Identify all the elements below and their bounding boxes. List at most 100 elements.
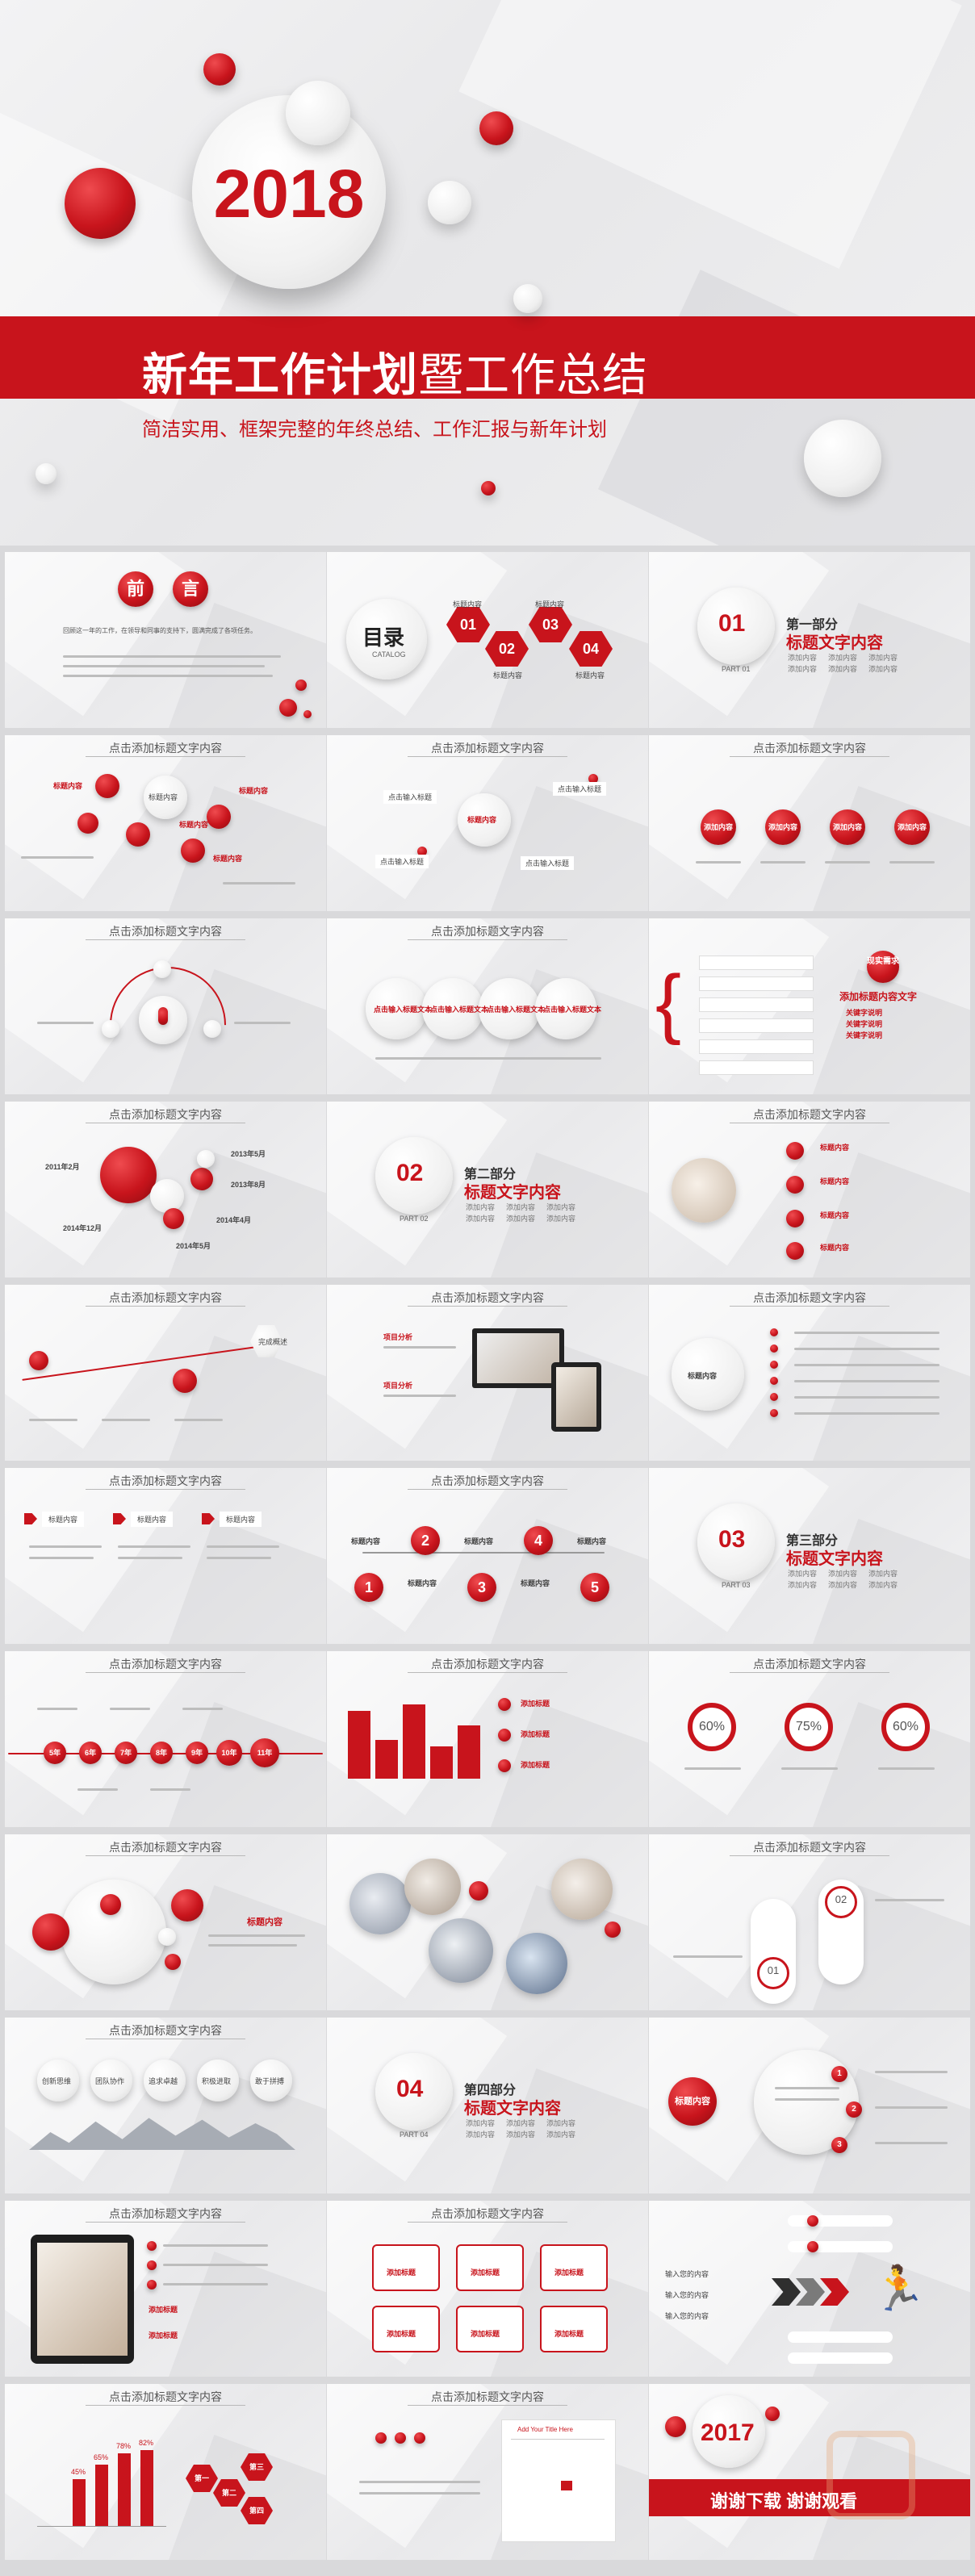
date-label: 2014年12月: [63, 1224, 103, 1232]
slide-part-01[interactable]: 01 PART 01 第一部分 标题文字内容 添加内容 添加内容 添加内容 添加…: [649, 552, 970, 728]
part-label: 第四部分: [464, 2084, 517, 2097]
slide-orbit[interactable]: 点击添加标题文字内容 标题内容: [5, 1834, 326, 2010]
value-disc: [197, 2060, 239, 2101]
step-number: 1: [354, 1573, 383, 1602]
node: [207, 805, 231, 829]
item-disc: [479, 978, 540, 1039]
thanks-year: 2017: [701, 2419, 755, 2446]
node-label: 标题内容: [53, 782, 83, 790]
slide-part-03[interactable]: 03 PART 03 第三部分 标题文字内容 添加内容 添加内容 添加内容 添加…: [649, 1468, 970, 1644]
date-label: 2013年5月: [231, 1150, 266, 1158]
slide-rocket[interactable]: 点击添加标题文字内容 完成概述: [5, 1285, 326, 1461]
text-line: [875, 2071, 948, 2073]
slide-title: 点击添加标题文字内容: [109, 1474, 222, 1487]
dot: [807, 2241, 818, 2252]
item-disc: [535, 978, 596, 1039]
slide-four-circles[interactable]: 点击添加标题文字内容 添加内容 添加内容 添加内容 添加内容: [649, 735, 970, 911]
part-bullet: 添加内容: [788, 1570, 818, 1578]
center-label: 标题内容: [688, 1372, 718, 1380]
slide-bar-blocks[interactable]: 点击添加标题文字内容 添加标题 添加标题 添加标题: [327, 1651, 648, 1827]
slide-catalog[interactable]: 目录 CATALOG 01 02 03 04 标题内容 标题内容 标题内容 标题…: [327, 552, 648, 728]
slide-title: 点击添加标题文字内容: [109, 2390, 222, 2403]
text-line: [794, 1348, 939, 1350]
value-disc: [90, 2060, 132, 2101]
slide-year-track[interactable]: 点击添加标题文字内容 5年 6年 7年 8年 9年 10年 11年: [5, 1651, 326, 1827]
need-row: [699, 976, 814, 991]
part-bullet: 添加内容: [828, 1570, 858, 1578]
title-underline: [86, 1489, 245, 1490]
percent-ring: 60%: [881, 1703, 930, 1751]
text-line: [223, 882, 295, 884]
item-circle: 添加内容: [701, 809, 736, 845]
slide-preface[interactable]: 前 言 回顾这一年的工作，在领导和同事的支持下，圆满完成了各项任务。: [5, 552, 326, 728]
calendar-highlight: [561, 2481, 572, 2490]
part-bullet: 添加内容: [868, 665, 898, 673]
step-bar: [788, 2241, 893, 2252]
thanks-band: [649, 2479, 970, 2516]
slide-four-white[interactable]: 点击添加标题文字内容 点击输入标题文本 点击输入标题文本 点击输入标题文本 点击…: [327, 918, 648, 1094]
slide-bullet-list[interactable]: 点击添加标题文字内容 标题内容: [649, 1285, 970, 1461]
slide-title: 点击添加标题文字内容: [109, 2024, 222, 2037]
text-line: [825, 861, 870, 864]
hub-label: 标题内容: [149, 793, 178, 801]
part-title: 标题文字内容: [464, 2100, 561, 2118]
chart-axis: [37, 2526, 166, 2527]
slide-thanks[interactable]: 2017 谢谢下载 谢谢观看: [649, 2384, 970, 2560]
value-disc: [250, 2060, 292, 2101]
tag-label: 标题内容: [220, 1512, 262, 1527]
text-line: [63, 675, 273, 677]
slide-capsules[interactable]: 点击添加标题文字内容 01 02: [649, 1834, 970, 2010]
slide-hub-red[interactable]: 点击添加标题文字内容 标题内容 标题内容 标题内容 标题内容 标题内容: [5, 735, 326, 911]
need-row: [699, 956, 814, 970]
slide-six-boxes[interactable]: 点击添加标题文字内容 添加标题 添加标题 添加标题 添加标题 添加标题 添加标题: [327, 2201, 648, 2377]
slide-tablet-list[interactable]: 点击添加标题文字内容 添加标题 添加标题: [5, 2201, 326, 2377]
text-line: [794, 1332, 939, 1334]
slide-hub-tags[interactable]: 点击添加标题文字内容 标题内容 点击输入标题 点击输入标题 点击输入标题 点击输…: [327, 735, 648, 911]
dot: [29, 1351, 48, 1370]
slide-devices[interactable]: 点击添加标题文字内容 项目分析 项目分析: [327, 1285, 648, 1461]
slide-title: 点击添加标题文字内容: [109, 1108, 222, 1121]
slide-number-steps[interactable]: 点击添加标题文字内容 1 2 3 4 5 标题内容 标题内容 标题内容 标题内容…: [327, 1468, 648, 1644]
slide-calendar[interactable]: 点击添加标题文字内容 Add Your Title Here: [327, 2384, 648, 2560]
slide-runner[interactable]: 🏃 输入您的内容 输入您的内容 输入您的内容: [649, 2201, 970, 2377]
item-circle: 添加内容: [830, 809, 865, 845]
node: [153, 960, 171, 978]
text-line: [102, 1419, 150, 1421]
feature-box: [540, 2244, 608, 2291]
slide-photo-circles[interactable]: [327, 1834, 648, 2010]
title-underline: [408, 1672, 567, 1673]
title-underline: [408, 2405, 567, 2406]
slide-part-02[interactable]: 02 PART 02 第二部分 标题文字内容 添加内容 添加内容 添加内容 添加…: [327, 1102, 648, 1278]
value-disc: [37, 2060, 79, 2101]
slide-photo-list[interactable]: 点击添加标题文字内容 标题内容 标题内容 标题内容 标题内容: [649, 1102, 970, 1278]
slide-part-04[interactable]: 04 PART 04 第四部分 标题文字内容 添加内容 添加内容 添加内容 添加…: [327, 2018, 648, 2193]
slide-bar-chart[interactable]: 点击添加标题文字内容 45% 65% 78% 82% 第一 第二 第三 第四: [5, 2384, 326, 2560]
part-number: 02: [396, 1160, 424, 1186]
calendar-rule: [511, 2439, 605, 2440]
catalog-hex: 03: [529, 607, 572, 642]
hub-tag: 点击输入标题: [553, 782, 607, 796]
slide-mountains[interactable]: 点击添加标题文字内容 创新思维 团队协作 追求卓越 积极进取 敢于拼搏: [5, 2018, 326, 2193]
title-underline: [730, 1672, 889, 1673]
slide-percent-rings[interactable]: 点击添加标题文字内容 60% 75% 60%: [649, 1651, 970, 1827]
node-label: 标题内容: [239, 787, 269, 795]
part-label: 第三部分: [786, 1534, 839, 1548]
hub-center: [144, 776, 187, 819]
part-label: 第二部分: [464, 1168, 517, 1181]
slide-three-points[interactable]: 标题内容 1 2 3: [649, 2018, 970, 2193]
slide-needs[interactable]: { 现实需求 添加标题内容文字 关键字说明 关键字说明 关键字说明: [649, 918, 970, 1094]
capsule-number: 02: [825, 1886, 857, 1918]
slide-title: 点击添加标题文字内容: [753, 1108, 866, 1121]
slide-arrow-tags[interactable]: 点击添加标题文字内容 标题内容 标题内容 标题内容: [5, 1468, 326, 1644]
part-bullet: 添加内容: [788, 665, 818, 673]
text-line: [383, 1395, 456, 1397]
runner-text: 输入您的内容: [665, 2312, 709, 2320]
slide-title: 点击添加标题文字内容: [753, 742, 866, 755]
text-line: [163, 2264, 268, 2266]
slide-arc[interactable]: 点击添加标题文字内容: [5, 918, 326, 1094]
part-bullet: 添加内容: [466, 2131, 496, 2139]
red-ball: [190, 1168, 213, 1190]
slide-title: 点击添加标题文字内容: [109, 925, 222, 938]
edit-icon: [100, 1894, 121, 1915]
slide-timeline-dates[interactable]: 点击添加标题文字内容 2011年2月 2013年5月 2013年8月 2014年…: [5, 1102, 326, 1278]
